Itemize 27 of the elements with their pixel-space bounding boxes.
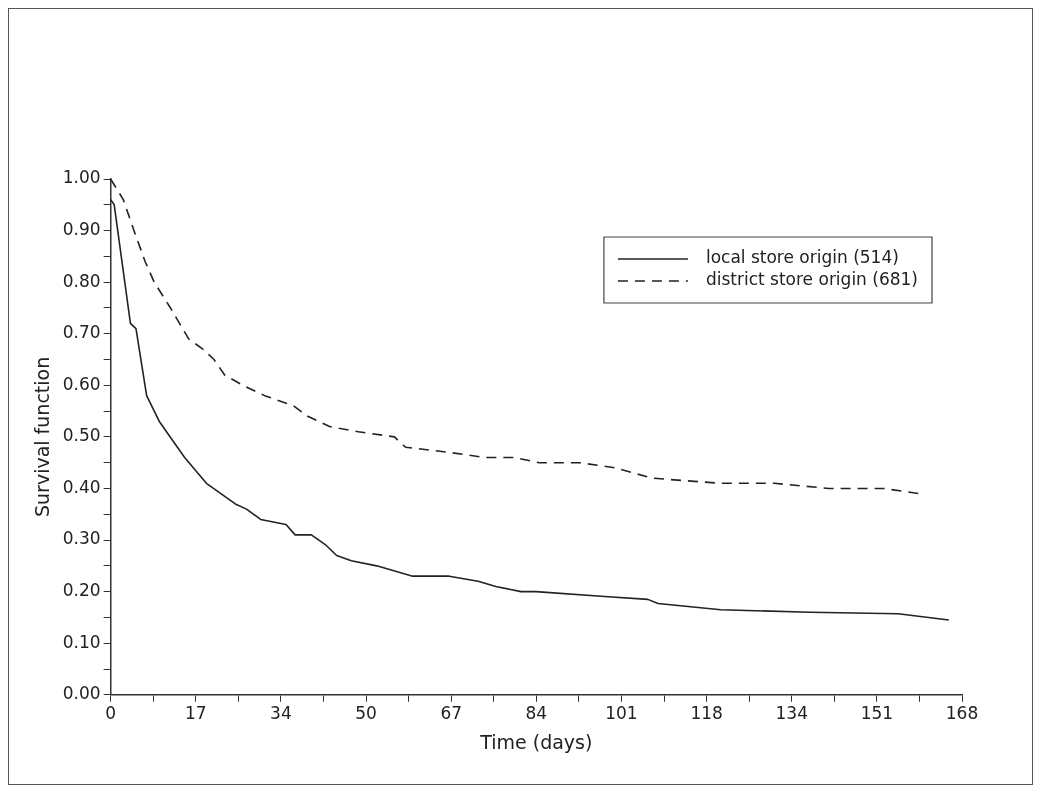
y-tick-label: 1.00 (62, 167, 101, 188)
x-tick-label: 118 (690, 703, 723, 724)
line-series (110, 179, 921, 495)
x-tick-label: 151 (860, 703, 894, 724)
y-tick-label: 0.20 (62, 580, 101, 601)
y-tick-label: 0.30 (62, 528, 101, 549)
y-tick-label: 0.40 (62, 476, 101, 497)
x-tick-label: 168 (945, 703, 979, 724)
legend-label: district store origin (681) (705, 269, 919, 290)
y-tick-label: 0.50 (62, 425, 101, 446)
y-tick-label: 0.00 (62, 683, 101, 704)
y-tick-label: 0.60 (62, 373, 101, 394)
y-axis-title: Survival function (31, 356, 54, 518)
x-tick-label: 134 (775, 703, 808, 724)
legend-label: local store origin (514) (705, 247, 899, 268)
x-tick-label: 50 (355, 703, 377, 724)
x-tick-label: 34 (270, 703, 292, 724)
y-tick-label: 0.10 (62, 631, 101, 652)
x-tick-label: 67 (440, 703, 463, 724)
y-tick-label: 0.70 (62, 322, 101, 343)
x-tick-label: 84 (525, 703, 548, 724)
x-axis-title: Time (days) (479, 730, 593, 753)
y-tick-label: 0.80 (62, 270, 101, 291)
x-tick-label: 0 (105, 703, 117, 724)
x-tick-label: 101 (605, 703, 638, 724)
y-tick-label: 0.90 (62, 219, 101, 239)
x-tick-label: 17 (184, 703, 207, 724)
